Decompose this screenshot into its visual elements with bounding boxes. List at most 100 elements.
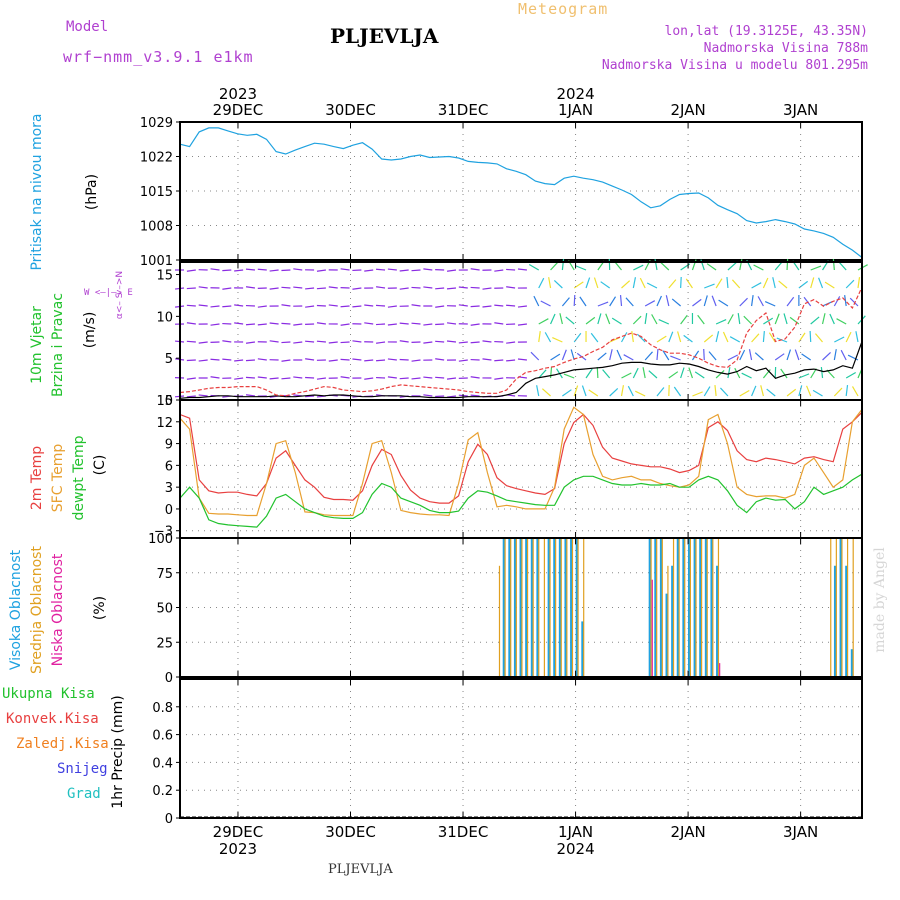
wind-arrow xyxy=(375,268,386,271)
wind-arrow xyxy=(517,358,527,361)
wind-arrow xyxy=(680,367,685,379)
wind-arrow xyxy=(734,367,741,379)
wind-arrow xyxy=(559,313,563,325)
wind-arrow xyxy=(293,286,303,289)
wind-arrow xyxy=(561,297,570,307)
wind-arrow xyxy=(845,331,852,343)
wind-arrow xyxy=(768,332,776,343)
wind-arrow xyxy=(375,304,386,307)
wind-arrow xyxy=(411,269,421,272)
series-sfc-temp xyxy=(179,406,863,517)
wind-arrow xyxy=(855,331,859,343)
wind-arrow xyxy=(731,279,741,289)
wind-arrow xyxy=(600,281,611,289)
wind-arrow xyxy=(691,350,700,361)
wind-arrow xyxy=(766,388,776,397)
wind-arrow xyxy=(293,323,303,326)
panel-frame xyxy=(179,678,863,819)
wind-arrow xyxy=(656,295,663,307)
y-tick-label: 9 xyxy=(165,438,173,453)
wind-arrow xyxy=(538,331,541,343)
wind-arrow xyxy=(685,278,693,289)
wind-arrow xyxy=(662,350,670,361)
y-tick-label: −3 xyxy=(154,525,173,540)
wind-arrow xyxy=(517,268,527,271)
wind-arrow xyxy=(751,282,762,289)
wind-arrow xyxy=(753,264,764,271)
wind-arrow xyxy=(538,318,549,325)
wind-arrow xyxy=(656,335,667,343)
wind-arrow xyxy=(715,278,723,289)
wind-arrow xyxy=(186,304,196,307)
wind-arrow xyxy=(609,388,619,397)
wind-arrow xyxy=(704,283,715,289)
wind-arrow xyxy=(257,268,267,271)
wind-arrow xyxy=(387,323,397,326)
wind-arrow xyxy=(364,359,374,362)
day-label-bottom: 30DEC xyxy=(325,823,376,841)
day-label-top: 3JAN xyxy=(783,101,818,119)
day-label-top: 29DEC xyxy=(213,101,264,119)
y-tick-label: 0 xyxy=(165,503,173,518)
wind-arrow xyxy=(563,373,575,379)
wind-arrow xyxy=(245,376,255,379)
wind-arrow xyxy=(399,377,409,380)
time-axis-labels: 29DEC 29DEC 30DEC 30DEC 31DEC 31DEC 1JAN 1JAN 2J… xyxy=(213,85,819,858)
panel-pressure: 1029 1022 1015 1008 1001 xyxy=(140,116,863,269)
y-tick-label: 1001 xyxy=(140,254,173,269)
wind-arrow xyxy=(627,385,634,397)
panel-frame xyxy=(179,121,863,261)
wind-arrow xyxy=(818,277,824,289)
wind-arrow xyxy=(376,286,386,289)
wind-arrow xyxy=(714,384,717,397)
y-tick-label: 0 xyxy=(165,671,173,686)
wind-arrow xyxy=(636,333,646,343)
lonlat-label: lon,lat (19.3125E, 43.35N) xyxy=(664,24,869,39)
y-tick-label: 5 xyxy=(165,352,173,367)
wind-arrow xyxy=(494,359,504,362)
wind-arrow xyxy=(751,385,757,397)
wind-arrow xyxy=(585,368,593,379)
wind-arrow xyxy=(780,368,788,379)
wind-arrow xyxy=(821,313,826,325)
wind-arrow xyxy=(803,296,812,307)
year-label-bottom: 2024 xyxy=(556,840,594,858)
grid-wind xyxy=(237,262,802,400)
wind-arrow xyxy=(234,269,244,272)
wind-arrow xyxy=(305,376,315,379)
wind-arrow xyxy=(719,387,729,397)
wind-arrow xyxy=(375,323,386,326)
wind-arrow xyxy=(222,305,232,308)
meteogram-label: Meteogram xyxy=(518,0,609,18)
wind-arrow xyxy=(198,359,208,362)
wind-arrow xyxy=(305,340,315,343)
wind-arrow xyxy=(269,377,279,380)
wind-arrow xyxy=(470,268,480,271)
wind-arrow xyxy=(458,359,468,362)
series-dewpt-temp xyxy=(179,473,863,528)
wind-arrow xyxy=(482,340,492,343)
wind-arrow xyxy=(281,359,291,362)
wind-arrow xyxy=(697,314,705,325)
wind-arrow xyxy=(550,353,561,361)
wind-arrow xyxy=(739,297,748,307)
wind-arrow xyxy=(544,332,552,343)
wind-arrow xyxy=(540,300,551,307)
wind-arrow xyxy=(293,341,303,344)
wind-arrow xyxy=(581,385,587,397)
wind-arrow xyxy=(411,322,421,325)
wind-arrow xyxy=(621,280,631,289)
wind-arrow xyxy=(506,268,516,271)
wind-arrow xyxy=(470,376,480,379)
wind-arrow xyxy=(794,349,800,361)
wind-arrow xyxy=(703,295,708,307)
wind-arrow xyxy=(482,305,492,308)
wind-arrow xyxy=(541,388,551,397)
wind-arrow xyxy=(683,334,693,343)
wind-arrow xyxy=(494,377,504,380)
wind-arrow xyxy=(269,322,279,325)
wind-arrow xyxy=(470,341,480,344)
wind-arrow xyxy=(750,295,754,307)
wind-arrow xyxy=(458,341,468,344)
